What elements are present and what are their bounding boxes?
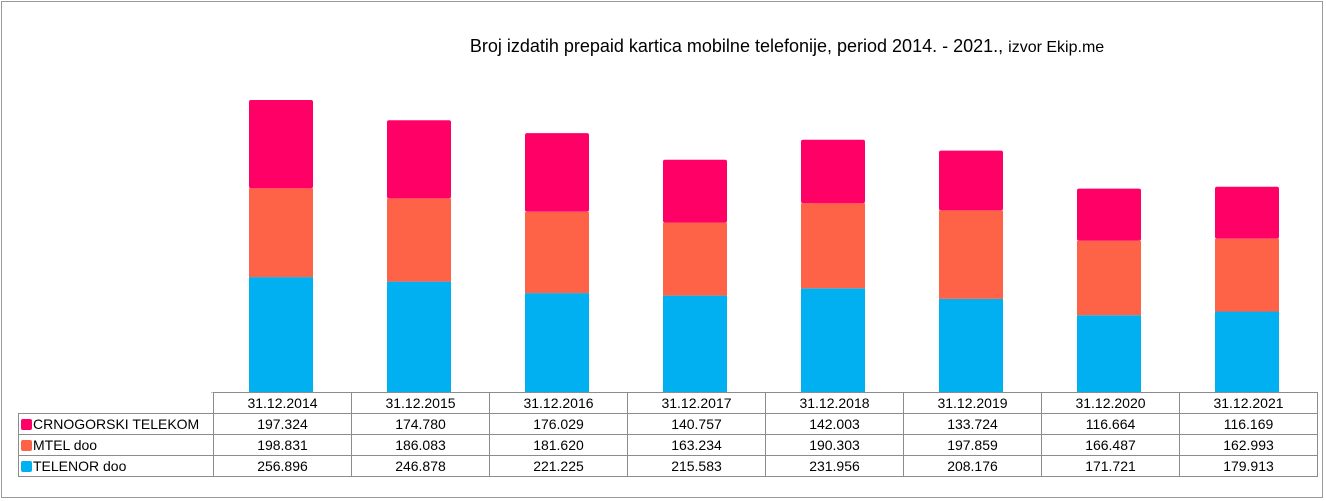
data-label: 133.724 — [903, 413, 1042, 435]
data-table-row: MTEL doo 198.831 186.083 181.620 163.234 190.… — [18, 434, 1318, 456]
data-label: 171.721 — [1041, 455, 1180, 477]
category-label-5: 31.12.2018 — [765, 392, 904, 414]
data-label: 116.664 — [1041, 413, 1180, 435]
bar-mtel-doo-1 — [249, 188, 313, 278]
bar-telenor-doo-8 — [1215, 311, 1279, 392]
category-label-4: 31.12.2017 — [627, 392, 766, 414]
bar-telenor-doo-6 — [939, 298, 1003, 392]
bar-crnogorski-telekom-7 — [1077, 188, 1141, 241]
category-label-7: 31.12.2020 — [1041, 392, 1180, 414]
bar-telenor-doo-3 — [525, 293, 589, 392]
category-label-6: 31.12.2019 — [903, 392, 1042, 414]
legend-key-swatch — [21, 419, 32, 430]
bar-crnogorski-telekom-8 — [1215, 186, 1279, 239]
chart-title: Broj izdatih prepaid kartica mobilne tel… — [0, 36, 1326, 57]
data-label: 221.225 — [489, 455, 628, 477]
bar-mtel-doo-6 — [939, 210, 1003, 299]
data-label: 174.780 — [351, 413, 490, 435]
data-label: 176.029 — [489, 413, 628, 435]
data-label: 215.583 — [627, 455, 766, 477]
bar-crnogorski-telekom-4 — [663, 159, 727, 223]
bar-telenor-doo-1 — [249, 277, 313, 392]
data-label: 179.913 — [1179, 455, 1318, 477]
chart-title-source: izvor Ekip.me — [1008, 39, 1105, 56]
data-label: 197.859 — [903, 434, 1042, 456]
legend-entry: CRNOGORSKI TELEKOM — [18, 413, 214, 435]
bar-mtel-doo-2 — [387, 198, 451, 282]
data-label: 142.003 — [765, 413, 904, 435]
data-table-header-row: 31.12.2014 31.12.2015 31.12.2016 31.12.2017… — [19, 392, 1318, 414]
data-label: 186.083 — [351, 434, 490, 456]
bar-mtel-doo-7 — [1077, 240, 1141, 316]
bar-crnogorski-telekom-5 — [801, 139, 865, 204]
legend-entry: MTEL doo — [18, 434, 214, 456]
legend-key-swatch — [21, 461, 32, 472]
data-table-row: CRNOGORSKI TELEKOM 197.324 174.780 176.029 1… — [18, 413, 1318, 435]
category-label-2: 31.12.2015 — [351, 392, 490, 414]
bar-mtel-doo-4 — [663, 222, 727, 296]
data-table-row: TELENOR doo 256.896 246.878 221.225 215.583 2… — [18, 455, 1318, 477]
data-table: 31.12.2014 31.12.2015 31.12.2016 31.12.2017… — [18, 392, 1318, 477]
data-label: 162.993 — [1179, 434, 1318, 456]
legend-key-swatch — [21, 440, 32, 451]
category-label-1: 31.12.2014 — [213, 392, 352, 414]
data-label: 116.169 — [1179, 413, 1318, 435]
data-label: 163.234 — [627, 434, 766, 456]
category-label-3: 31.12.2016 — [489, 392, 628, 414]
data-label: 246.878 — [351, 455, 490, 477]
data-label: 197.324 — [213, 413, 352, 435]
bar-telenor-doo-5 — [801, 288, 865, 392]
data-label: 190.303 — [765, 434, 904, 456]
data-label: 181.620 — [489, 434, 628, 456]
bar-telenor-doo-7 — [1077, 315, 1141, 392]
legend-series-name: TELENOR doo — [33, 458, 127, 474]
data-label: 231.956 — [765, 455, 904, 477]
bar-crnogorski-telekom-6 — [939, 150, 1003, 211]
bar-crnogorski-telekom-1 — [249, 100, 313, 189]
data-label: 166.487 — [1041, 434, 1180, 456]
data-label: 198.831 — [213, 434, 352, 456]
data-table-corner — [19, 393, 214, 414]
legend-entry: TELENOR doo — [18, 455, 214, 477]
chart-title-main: Broj izdatih prepaid kartica mobilne tel… — [469, 36, 1004, 56]
data-label: 256.896 — [213, 455, 352, 477]
data-label: 140.757 — [627, 413, 766, 435]
bar-crnogorski-telekom-2 — [387, 120, 451, 199]
legend-series-name: MTEL doo — [33, 437, 98, 453]
bar-crnogorski-telekom-3 — [525, 133, 589, 212]
legend-series-name: CRNOGORSKI TELEKOM — [33, 416, 200, 432]
category-label-8: 31.12.2021 — [1179, 392, 1318, 414]
data-label: 208.176 — [903, 455, 1042, 477]
bar-mtel-doo-8 — [1215, 238, 1279, 312]
bar-telenor-doo-4 — [663, 295, 727, 392]
bar-mtel-doo-3 — [525, 211, 589, 294]
bar-mtel-doo-5 — [801, 203, 865, 289]
bar-telenor-doo-2 — [387, 281, 451, 392]
